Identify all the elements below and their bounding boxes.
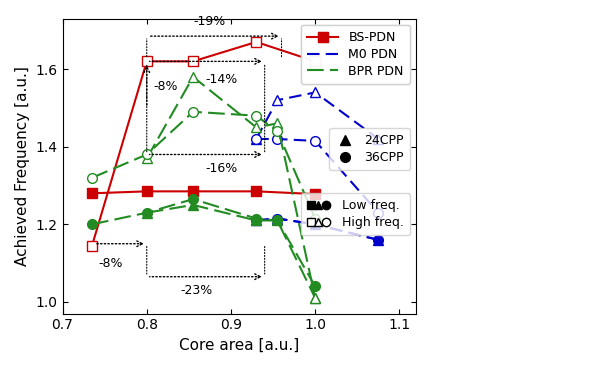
Legend: BS-PDN, M0 PDN, BPR PDN: BS-PDN, M0 PDN, BPR PDN (301, 25, 410, 84)
Text: -14%: -14% (205, 73, 238, 86)
X-axis label: Core area [a.u.]: Core area [a.u.] (179, 338, 300, 353)
Y-axis label: Achieved Frequency [a.u.]: Achieved Frequency [a.u.] (15, 66, 30, 266)
Text: -8%: -8% (98, 257, 122, 270)
Text: -23%: -23% (180, 284, 213, 297)
Text: -16%: -16% (205, 162, 238, 175)
Text: -19%: -19% (194, 15, 226, 28)
Text: -8%: -8% (153, 80, 178, 93)
